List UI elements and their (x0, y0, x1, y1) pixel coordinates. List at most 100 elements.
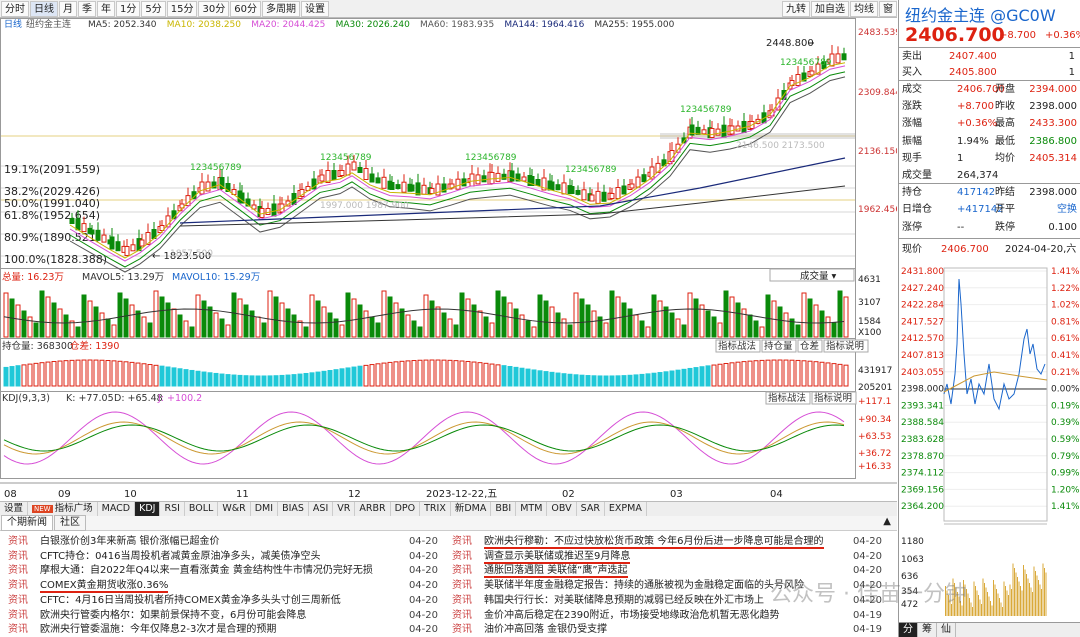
oi-bar (615, 375, 621, 387)
period-tab[interactable]: 季 (78, 0, 96, 17)
toolbar-button[interactable]: 加自选 (811, 1, 849, 17)
news-date: 04-19 (852, 609, 882, 621)
indicator-tab[interactable]: MACD (98, 502, 136, 516)
oi-bar (489, 363, 495, 387)
ma-legend: MA30: 2026.240 (336, 20, 410, 30)
indicator-tab[interactable]: KDJ (135, 502, 161, 516)
ma-legend: MA20: 2044.425 (251, 20, 325, 30)
indicator-tab-label: 新DMA (454, 503, 487, 514)
indicator-tab-label: TRIX (424, 503, 446, 514)
indicator-tab[interactable]: SAR (577, 502, 605, 516)
oi-bar (567, 373, 573, 387)
intraday-pct-tick: 0.61% (1051, 334, 1080, 344)
oi-bar (255, 375, 261, 387)
news-item[interactable]: 资讯 调查显示美联储或推迟至9月降息 04-20 (452, 550, 882, 564)
period-tab[interactable]: 年 (97, 0, 115, 17)
news-item[interactable]: 资讯 COMEX黄金期货收涨0.36% 04-20 (8, 579, 438, 594)
period-tab[interactable]: 15分 (166, 0, 198, 17)
intraday-vol-bar (1027, 578, 1029, 616)
news-item[interactable]: 资讯 摩根大通：自2022年Q4以来一直看涨黄金 黄金结构性牛市情况仍完好无损 04… (8, 564, 438, 578)
tab-xian[interactable]: 仙 (937, 623, 956, 637)
toolbar-button[interactable]: 均线 (850, 1, 878, 17)
tab-community[interactable]: 社区 (54, 515, 86, 531)
indicator-tab[interactable]: 设置 (0, 502, 29, 516)
volume-bar (249, 310, 255, 338)
volume-bar (813, 304, 819, 338)
candle (139, 239, 145, 247)
tab-futures-news[interactable]: 个期新闻 (1, 515, 53, 531)
intraday-pct-tick: 0.99% (1051, 469, 1080, 479)
volume-bar (75, 326, 81, 338)
candle (589, 194, 595, 202)
volume-bar (687, 292, 693, 338)
indicator-tab[interactable]: VR (333, 502, 356, 516)
intraday-pct-tick: 1.02% (1051, 301, 1080, 311)
period-tab[interactable]: 多周期 (261, 0, 300, 17)
indicator-tab[interactable]: ASI (309, 502, 334, 516)
period-tab[interactable]: 60分 (230, 0, 261, 17)
indicator-tab[interactable]: W&R (218, 502, 251, 516)
indicator-tab[interactable]: DPO (391, 502, 421, 516)
candle (101, 234, 107, 243)
td-count: 123456789 (190, 163, 242, 173)
news-title: 美联储半年度金融稳定报告：持续的通胀被视为金融稳定面临的头号风险 (484, 580, 804, 592)
toolbar-button[interactable]: 九转 (782, 1, 810, 17)
period-label: 日线 (4, 18, 22, 30)
oi-bar (171, 367, 177, 387)
oi-bar (21, 364, 27, 387)
candle (549, 181, 555, 191)
news-item[interactable]: 资讯 金价冲高后稳定在2390附近，市场接受地缘政治危机暂无恶化趋势 04-19 (452, 609, 882, 623)
period-tab[interactable]: 分时 (1, 0, 29, 17)
news-item[interactable]: 资讯 白银涨价创3年来新高 银价涨幅已超金价 04-20 (8, 535, 438, 549)
indicator-tab[interactable]: NEW 指标广场 (28, 502, 98, 516)
indicator-tab[interactable]: DMI (251, 502, 279, 516)
news-item[interactable]: 资讯 欧洲央行管委温施：今年仅降息2-3次才是合理的预期 04-20 (8, 623, 438, 637)
period-tab[interactable]: 月 (59, 0, 77, 17)
news-item[interactable]: 资讯 CFTC：4月16日当周投机者所持COMEX黄金净多头头寸创三周新低 04-2… (8, 594, 438, 608)
indicator-tab[interactable]: BIAS (278, 502, 309, 516)
intraday-vol-bar (984, 583, 985, 616)
indicator-tab[interactable]: ARBR (355, 502, 391, 516)
period-tab[interactable]: 设置 (300, 0, 329, 17)
intraday-vol-bar (1011, 589, 1012, 616)
volume-bar (717, 322, 723, 338)
period-tab[interactable]: 1分 (116, 0, 141, 17)
indicator-tab[interactable]: RSI (160, 502, 185, 516)
news-item[interactable]: 资讯 美联储半年度金融稳定报告：持续的通胀被视为金融稳定面临的头号风险 04-20 (452, 579, 882, 593)
intraday-chart[interactable]: 2431.800 1.41% 2427.240 1.22% 2422.284 1.02% 2… (899, 244, 1080, 622)
collapse-icon[interactable]: ▲ (883, 516, 891, 527)
intraday-vol-bar (994, 584, 996, 616)
period-tab[interactable]: 5分 (141, 0, 166, 17)
ma-legend: MA10: 2038.250 (167, 20, 241, 30)
news-item[interactable]: 资讯 欧洲央行穆勒：不应过快放松货币政策 今年6月份后进一步降息可能是合理的 04-… (452, 535, 882, 549)
news-item[interactable]: 资讯 油价冲高回落 金银仍受支撑 04-19 (452, 623, 882, 637)
oi-bar (285, 374, 291, 387)
indicator-tab[interactable]: BOLL (185, 502, 219, 516)
kline-chart[interactable]: 日线 纽约金主连 MA5: 2052.340 MA10: 2038.250 MA20: … (0, 18, 897, 501)
intraday-vol-bar (948, 595, 949, 616)
tab-chou[interactable]: 筹 (918, 623, 937, 637)
intraday-price-tick: 2417.527 (901, 317, 944, 327)
period-tab[interactable]: 日线 (30, 0, 58, 17)
volume-bar (417, 326, 423, 338)
candle (635, 176, 641, 188)
period-tab[interactable]: 30分 (198, 0, 230, 17)
oi-bar (123, 361, 129, 387)
tab-fen[interactable]: 分 (899, 623, 918, 637)
news-item[interactable]: 资讯 通胀回落遇阻 美联储“鹰”声迭起 04-20 (452, 564, 882, 579)
x-axis-label: 12 (348, 489, 361, 500)
indicator-tab[interactable]: TRIX (420, 502, 451, 516)
toolbar-button[interactable]: 窗 (879, 1, 897, 17)
news-list: 资讯 白银涨价创3年来新高 银价涨幅已超金价 04-20 资讯 CFTC持仓：0416当… (0, 533, 897, 637)
news-date: 04-20 (408, 609, 438, 621)
indicator-tab[interactable]: BBI (491, 502, 517, 516)
indicator-tab[interactable]: OBV (547, 502, 577, 516)
news-item[interactable]: 资讯 韩国央行行长：对美联储降息预期的减弱已经反映在外汇市场上 04-20 (452, 594, 882, 608)
td-count: 123456789 (565, 165, 617, 175)
indicator-tab[interactable]: MTM (516, 502, 548, 516)
indicator-tab[interactable]: 新DMA (451, 502, 492, 516)
news-item[interactable]: 资讯 CFTC持仓：0416当周投机者减黄金原油净多头，减美债净空头 04-20 (8, 550, 438, 564)
indicator-tab[interactable]: EXPMA (605, 502, 647, 516)
candle (339, 170, 345, 176)
news-item[interactable]: 资讯 欧洲央行管委内格尔：如果前景保持不变，6月份可能会降息 04-20 (8, 609, 438, 623)
